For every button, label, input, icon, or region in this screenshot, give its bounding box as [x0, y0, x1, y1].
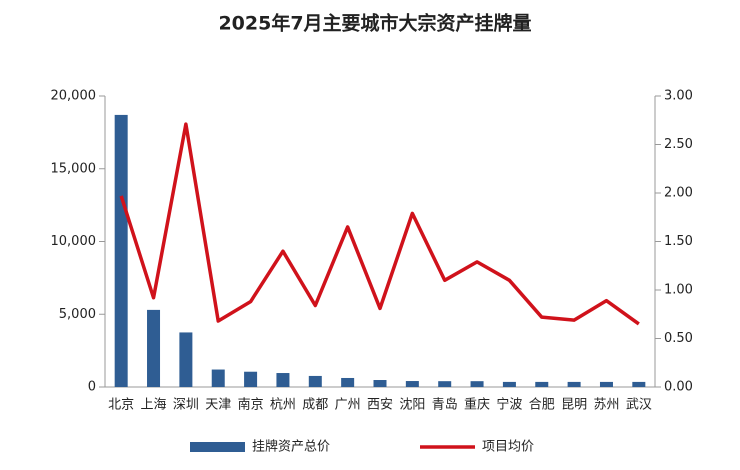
- x-tick-label: 南京: [238, 397, 264, 413]
- bar: [373, 380, 387, 387]
- x-tick-label: 武汉: [626, 398, 652, 413]
- y2-tick-label: 0.50: [664, 331, 693, 346]
- x-tick-label: 广州: [335, 398, 361, 413]
- bar: [308, 375, 322, 387]
- bar: [535, 381, 549, 387]
- x-tick-label: 沈阳: [399, 398, 425, 413]
- x-tick-label: 重庆: [464, 397, 490, 413]
- x-tick-label: 成都: [302, 398, 328, 413]
- bar: [470, 381, 484, 387]
- y2-tick-label: 1.50: [664, 234, 693, 249]
- bar: [244, 371, 258, 387]
- bar: [599, 381, 613, 387]
- line: [119, 122, 640, 326]
- y2-tick-label: 3.00: [664, 89, 693, 104]
- bar: [211, 369, 225, 387]
- chart-title: 2025年7月主要城市大宗资产挂牌量: [218, 12, 531, 35]
- x-tick-label: 苏州: [593, 397, 619, 413]
- bar: [147, 309, 161, 387]
- x-tick-label: 天津: [205, 398, 231, 413]
- y2-tick-label: 0.00: [664, 380, 693, 395]
- x-tick-label: 西安: [367, 398, 393, 413]
- x-tick-label: 上海: [141, 398, 167, 413]
- y-tick-label: 20,000: [51, 89, 97, 104]
- x-tick-label: 合肥: [529, 398, 555, 413]
- x-tick-label: 深圳: [173, 398, 199, 413]
- x-tick-label: 北京: [108, 398, 134, 413]
- y-tick-label: 10,000: [51, 234, 97, 249]
- bar: [567, 381, 581, 387]
- y-tick-label: 15,000: [51, 161, 97, 176]
- bar: [502, 381, 516, 387]
- y2-tick-label: 2.00: [664, 186, 693, 201]
- y-tick-label: 5,000: [59, 307, 96, 322]
- bar: [341, 377, 355, 387]
- bar: [632, 381, 646, 387]
- bar: [179, 332, 193, 387]
- x-tick-label: 昆明: [561, 398, 587, 413]
- legend-label: 挂牌资产总价: [252, 439, 330, 455]
- legend-swatch: [190, 442, 245, 452]
- legend-label: 项目均价: [482, 440, 534, 455]
- x-tick-label: 杭州: [270, 398, 296, 413]
- y-tick-label: 0: [88, 380, 96, 395]
- x-tick-label: 青岛: [432, 397, 458, 413]
- bar: [276, 373, 290, 387]
- y2-tick-label: 2.50: [664, 137, 693, 152]
- bar: [405, 381, 419, 387]
- bar: [114, 114, 128, 387]
- bar: [438, 381, 452, 387]
- y2-tick-label: 1.00: [664, 283, 693, 298]
- x-tick-label: 宁波: [496, 397, 522, 413]
